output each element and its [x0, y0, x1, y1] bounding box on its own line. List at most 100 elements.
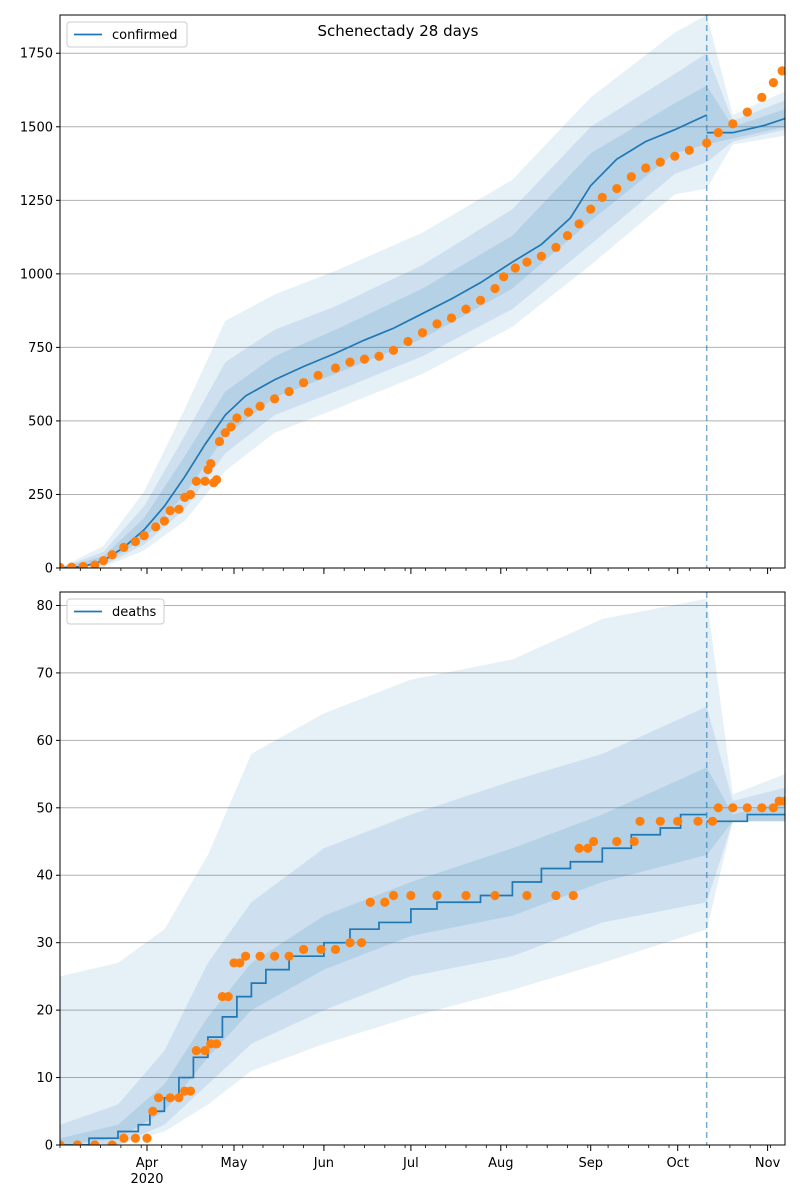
observed-point [214, 436, 225, 447]
chart-title: Schenectady 28 days [318, 22, 479, 40]
observed-point [742, 107, 752, 117]
observed-point [446, 313, 457, 323]
observed-point [388, 890, 399, 901]
observed-point [374, 351, 384, 361]
observed-point [461, 890, 471, 901]
legend-box [66, 598, 165, 625]
observed-point [243, 407, 254, 417]
x-tick-label: Oct [666, 1156, 688, 1171]
axes-frame [59, 14, 786, 569]
observed-point [151, 522, 161, 532]
observed-point [742, 803, 752, 813]
observed-point [78, 561, 88, 568]
observed-point [562, 231, 573, 241]
observed-point [284, 386, 294, 397]
observed-point [612, 183, 622, 194]
y-tick-label: 80 [36, 599, 53, 614]
observed-point [597, 192, 607, 202]
observed-point [586, 204, 596, 214]
observed-point [185, 1086, 196, 1096]
observed-point [510, 263, 520, 273]
observed-point [255, 401, 265, 411]
observed-point [107, 1140, 117, 1145]
legend: deaths [66, 598, 165, 625]
observed-point [235, 958, 245, 968]
y-tick-label: 500 [28, 414, 53, 429]
observed-point [768, 803, 779, 813]
x-tick-label: Jun [313, 1156, 334, 1171]
observed-point [777, 66, 785, 76]
confirmed-panel: 0 250 500 750 1000 1250 1500 1750 confirmed [20, 14, 786, 577]
deaths-panel: 0 10 20 30 40 50 60 70 80 Apr May Jun Jul Aug Sep Oct No… [36, 591, 786, 1187]
observed-point [90, 560, 100, 568]
observed-point [154, 1093, 164, 1103]
observed-point [220, 428, 230, 438]
observed-point [284, 951, 294, 961]
x-tick-label: Nov [755, 1156, 781, 1171]
observed-point [241, 951, 251, 961]
observed-point [693, 816, 703, 826]
observed-point [536, 251, 547, 261]
observed-point [174, 504, 184, 514]
observed-point [316, 944, 326, 955]
observed-point [403, 336, 413, 347]
observed-point [119, 542, 129, 553]
uncertainty-band-inner [60, 85, 785, 568]
uncertainty-band-outer [60, 15, 785, 568]
observed-point [119, 1133, 129, 1143]
observed-point [232, 413, 242, 423]
y-tick-label: 20 [36, 1004, 53, 1019]
observed-point [107, 550, 117, 560]
y-tick-label: 30 [36, 936, 53, 951]
observed-point [148, 1106, 158, 1116]
observed-point [757, 92, 767, 102]
observed-point [728, 119, 738, 129]
observed-point [574, 219, 584, 229]
observed-point [165, 506, 175, 516]
observed-point [641, 163, 651, 173]
legend-label: deaths [112, 605, 157, 620]
observed-point [223, 992, 233, 1002]
observed-point [212, 475, 222, 485]
observed-point [270, 951, 280, 961]
observed-point [629, 836, 639, 847]
observed-point [655, 157, 665, 167]
observed-point [159, 516, 169, 526]
observed-point [626, 172, 636, 182]
observed-point [655, 816, 665, 826]
observed-point [728, 803, 738, 813]
observed-point [522, 890, 532, 901]
uncertainty-band-mid [60, 53, 785, 568]
observed-point [583, 843, 593, 853]
observed-point [551, 242, 561, 252]
observed-point [60, 1140, 65, 1145]
x-tick-label: Apr [136, 1156, 159, 1171]
observed-point [98, 556, 109, 566]
observed-point [270, 394, 280, 404]
y-tick-label: 750 [28, 341, 53, 356]
y-tick-label: 1000 [20, 267, 53, 282]
observed-point [713, 803, 723, 813]
legend-box [66, 21, 188, 48]
observed-point [432, 319, 442, 329]
observed-point [191, 476, 201, 486]
observed-point [406, 890, 416, 901]
observed-point [174, 1093, 184, 1103]
observed-point [768, 78, 779, 88]
observed-point [130, 1133, 140, 1143]
observed-point [313, 370, 323, 380]
observed-point [206, 458, 216, 469]
observed-point [130, 536, 140, 547]
observed-point [212, 1039, 222, 1049]
observed-point [388, 345, 399, 355]
observed-point [780, 796, 785, 806]
y-tick-label: 1750 [20, 47, 53, 62]
model-forecast-line [706, 813, 785, 823]
observed-point [490, 283, 500, 294]
plot-area [60, 15, 785, 568]
x-tick-label: Sep [578, 1156, 603, 1171]
observed-point [713, 128, 723, 138]
y-tick-label: 70 [36, 666, 53, 681]
x-tick-label: May [221, 1156, 248, 1171]
